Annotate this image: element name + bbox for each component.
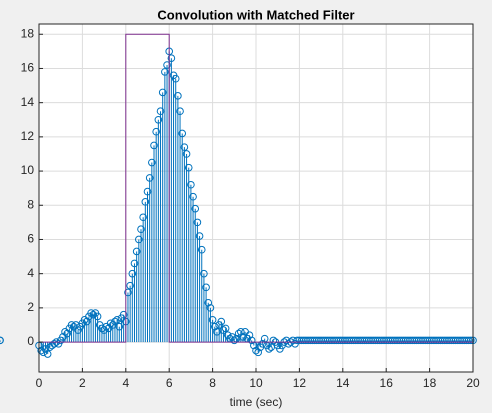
stem-marker bbox=[50, 339, 58, 348]
stem-marker bbox=[124, 288, 132, 297]
stem-marker bbox=[217, 317, 226, 326]
chart-title: Convolution with Matched Filter bbox=[157, 7, 354, 22]
x-tick-label: 12 bbox=[293, 376, 307, 390]
stem-marker bbox=[106, 319, 115, 328]
stem-marker bbox=[178, 129, 187, 138]
stem-marker bbox=[191, 204, 200, 213]
x-tick-label: 4 bbox=[122, 376, 129, 390]
y-tick-label: 8 bbox=[27, 197, 34, 211]
y-tick-label: 4 bbox=[27, 266, 34, 280]
stem-marker bbox=[193, 218, 202, 227]
stem-marker bbox=[128, 269, 137, 278]
x-tick-label: 14 bbox=[336, 376, 350, 390]
stem-marker bbox=[135, 235, 143, 244]
line-series bbox=[39, 33, 473, 343]
stem-marker bbox=[265, 345, 273, 353]
stem-marker bbox=[41, 345, 50, 353]
stem-marker bbox=[206, 304, 215, 312]
stem-marker bbox=[200, 269, 208, 278]
stem-marker bbox=[63, 329, 72, 338]
ticks: 0 2 4 6 8 10 12 14 16 18 20 0 2 4 6 8 10 12 14 16 18 bbox=[21, 26, 480, 390]
stem-marker bbox=[180, 143, 189, 151]
stem-marker bbox=[189, 192, 197, 201]
stem-marker bbox=[150, 141, 158, 150]
stem-marker bbox=[113, 316, 121, 324]
x-tick-label: 10 bbox=[249, 376, 263, 390]
stem-marker bbox=[269, 336, 278, 345]
stem-marker bbox=[219, 326, 228, 334]
stem-marker bbox=[145, 174, 154, 182]
y-tick-label: 0 bbox=[27, 334, 34, 348]
x-tick-label: 6 bbox=[166, 376, 173, 390]
stem-marker bbox=[221, 324, 230, 333]
stem-marker bbox=[182, 150, 191, 158]
y-tick-label: 10 bbox=[21, 163, 35, 177]
stem-marker bbox=[464, 336, 473, 345]
stem-marker bbox=[245, 331, 254, 340]
stem-marker bbox=[176, 107, 184, 116]
stem-marker bbox=[152, 127, 160, 136]
stem-marker bbox=[115, 322, 124, 331]
stem-marker bbox=[174, 92, 182, 100]
stem-marker bbox=[202, 283, 210, 292]
stem-marker bbox=[67, 321, 76, 329]
x-tick-label: 20 bbox=[466, 376, 480, 390]
stem-marker bbox=[87, 309, 95, 317]
stem-marker bbox=[119, 310, 128, 319]
stem-marker bbox=[467, 336, 475, 345]
stem-marker bbox=[93, 312, 102, 321]
stem-marker bbox=[111, 317, 119, 326]
y-tick-label: 6 bbox=[27, 232, 34, 246]
stem-marker bbox=[184, 163, 193, 172]
x-tick-label: 8 bbox=[209, 376, 216, 390]
stem-marker bbox=[130, 259, 139, 268]
y-tick-label: 18 bbox=[21, 26, 35, 40]
stem-marker bbox=[89, 310, 98, 319]
y-tick-label: 16 bbox=[21, 61, 35, 75]
stem-marker bbox=[161, 68, 169, 76]
stem-marker bbox=[37, 346, 45, 355]
stem-marker bbox=[197, 245, 206, 254]
stem-marker bbox=[137, 225, 145, 234]
x-axis-label: time (sec) bbox=[230, 395, 283, 409]
stem-marker bbox=[230, 336, 239, 345]
stem-marker bbox=[247, 336, 256, 345]
stem-marker bbox=[187, 180, 195, 189]
stem-marker bbox=[195, 232, 204, 240]
stem-marker bbox=[158, 88, 167, 97]
stem-marker bbox=[154, 115, 163, 124]
x-tick-label: 2 bbox=[79, 376, 86, 390]
stem-marker bbox=[204, 298, 213, 307]
stem-marker bbox=[156, 107, 165, 116]
y-tick-label: 14 bbox=[21, 95, 35, 109]
stem-marker bbox=[143, 187, 152, 196]
stem-marker bbox=[139, 213, 147, 222]
stem-marker bbox=[132, 247, 141, 256]
y-tick-label: 12 bbox=[21, 129, 35, 143]
stem-marker bbox=[258, 339, 267, 348]
stem-marker bbox=[163, 61, 171, 69]
x-tick-label: 0 bbox=[36, 376, 43, 390]
stem-marker bbox=[0, 336, 4, 345]
stem-marker bbox=[210, 322, 219, 331]
stem-marker bbox=[171, 74, 180, 83]
stem-marker bbox=[126, 281, 134, 290]
stem-marker bbox=[43, 350, 52, 358]
stem-marker bbox=[254, 348, 262, 357]
x-tick-label: 16 bbox=[380, 376, 394, 390]
stem-marker bbox=[208, 316, 217, 324]
x-tick-label: 18 bbox=[423, 376, 437, 390]
y-tick-label: 2 bbox=[27, 300, 34, 314]
stem-marker bbox=[148, 158, 156, 167]
stem-marker bbox=[82, 317, 91, 326]
plot-area bbox=[0, 33, 477, 358]
stem-marker bbox=[167, 54, 176, 63]
stem-marker bbox=[237, 328, 245, 336]
stem-marker bbox=[141, 198, 150, 206]
